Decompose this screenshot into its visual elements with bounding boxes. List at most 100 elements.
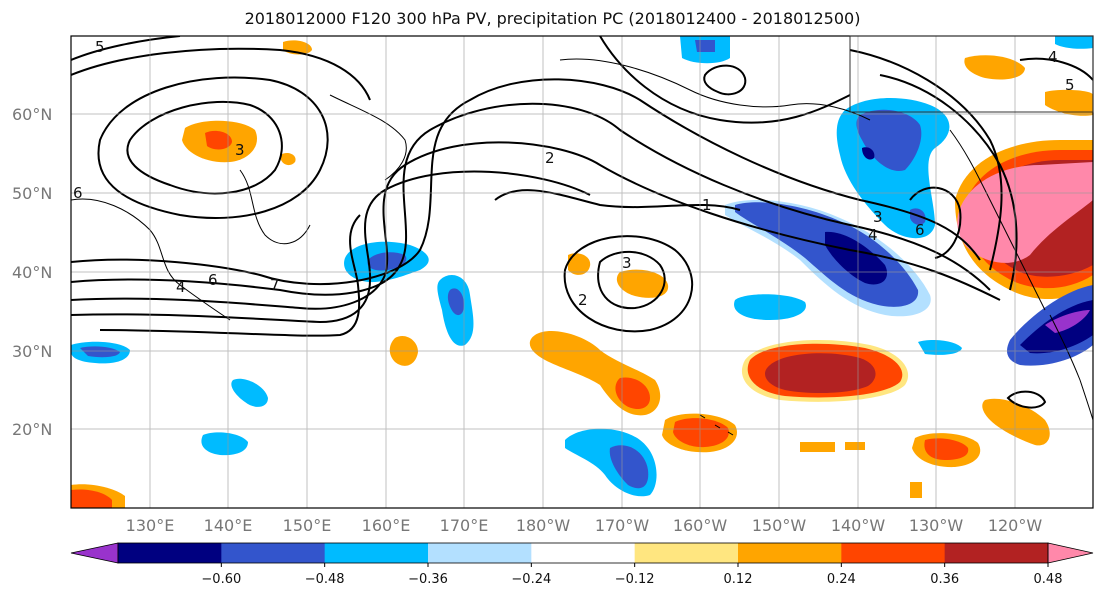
pv-contours [71,36,1093,409]
contour-label: 5 [95,38,105,56]
contour-label: 5 [1065,76,1075,94]
map-plot-area: 5 3 6 4 7 6 2 1 3 2 4 3 6 4 5 [70,35,1094,509]
pv-contour-gulf-ridge-2 [879,74,1018,291]
coastline-asia [71,94,407,321]
pv-contour-east-trough [909,186,962,259]
lat-label: 60°N [12,105,52,124]
precip-blob-145w-20n [800,442,835,452]
lat-label: 20°N [12,420,52,439]
colorbar-tick-label: −0.60 [201,572,241,587]
lat-label: 30°N [12,342,52,361]
precip-blob-kamchatka-red [205,130,232,150]
colorbar-tick-label: −0.48 [305,572,345,587]
precip-blob-ne-corner [964,55,1025,80]
lon-label: 140°W [831,516,886,535]
colorbar-segments [70,542,1094,564]
lon-label: 160°E [362,516,411,535]
colorbar-segment [531,543,636,563]
pv-contour-arctic-loop [703,64,747,96]
colorbar-segment [324,543,429,563]
colorbar-segment [944,543,1049,563]
lon-label: 170°E [440,516,489,535]
colorbar-frame [117,542,1049,564]
precip-blob-sw-corner-red [71,489,112,508]
pv-contour-arctic-top [599,36,851,124]
contour-label: 2 [578,291,588,309]
pv-contour-kamchatka-outer [97,76,329,219]
colorbar-segment [738,543,842,563]
contour-label: 3 [873,208,883,226]
colorbar-tick-label: −0.12 [615,572,655,587]
coastline-hawaii [699,414,734,436]
contour-label: 4 [1048,48,1058,66]
precip-blob-170w-40n [616,269,669,298]
colorbar-tick-label: 0.12 [724,572,753,587]
lon-label: 140°E [204,516,253,535]
colorbar: −0.60 −0.48 −0.36 −0.24 −0.12 0.12 0.24 0.36 0.4… [70,542,1094,587]
pv-contour-west-wave [71,36,181,61]
coastline-alaska [559,58,871,121]
colorbar-segment [634,543,739,563]
lon-label: 180°W [516,516,571,535]
contour-label: 7 [270,276,280,294]
lon-label: 130°E [126,516,175,535]
precip-blob-130w-20n-red [924,438,969,460]
precip-blob-150w-32n [734,294,806,320]
pv-contour-main-jet-4 [71,170,591,324]
lon-label: 170°W [595,516,650,535]
precip-blob-135w-12n [910,482,922,498]
pv-contour-gulf-ridge [849,49,1003,271]
precip-blob-150w-dark [765,353,876,394]
colorbar-arrow-low [70,542,119,564]
colorbar-segment [118,543,222,563]
precip-blob-gulf-alaska-navy [862,147,875,160]
coastline-mexico [1049,314,1093,421]
precip-blob-west-30n-blue [80,346,120,358]
contour-label: 1 [702,196,712,214]
precip-blob-north-cyan-blue [695,40,715,52]
precip-blob-140e-20n [201,432,248,456]
colorbar-segment [428,543,532,563]
pv-contour-170w-wave [494,189,741,211]
colorbar-tick-label: 0.36 [930,572,959,587]
longitude-axis: 130°E 140°E 150°E 160°E 170°E 180°W 170°… [126,516,1043,535]
colorbar-segment [221,543,326,563]
contour-label: 2 [545,149,555,167]
precip-positive-shading [71,40,1093,508]
pv-contour-170w-cutoff-inner [597,250,666,310]
pv-contour-northern-arc [71,47,371,101]
lat-label: 50°N [12,184,52,203]
precip-blob-175w-red [615,377,650,410]
gridlines [71,36,1093,508]
pv-contour-main-jet-5 [99,214,361,337]
precip-blob-152e-50n [280,152,296,166]
contour-label: 3 [235,141,245,159]
contour-label: 6 [73,184,83,202]
lat-label: 40°N [12,263,52,282]
colorbar-tick-label: 0.24 [827,572,856,587]
contour-label: 4 [868,226,878,244]
precip-blob-ne-corner-cyan [1055,36,1093,49]
lon-label: 120°W [988,516,1043,535]
lon-label: 150°E [283,516,332,535]
lon-label: 150°W [752,516,807,535]
lon-label: 130°W [909,516,964,535]
precip-blob-138e-25n [231,378,268,407]
precip-blob-170w-20n-blue [609,445,649,489]
colorbar-tick-label: −0.24 [511,572,551,587]
contour-label: 6 [208,271,218,289]
pv-contour-kamchatka-low [126,101,283,195]
precip-blob-140w-20n [845,442,865,450]
pv-contour-main-jet-2 [71,102,991,296]
map-title: 2018012000 F120 300 hPa PV, precipitatio… [244,9,861,28]
contour-labels: 5 3 6 4 7 6 2 1 3 2 4 3 6 4 5 [73,38,1075,309]
pv-contour-ne-corner [1019,57,1093,81]
precip-blob-145w-band-navy [825,231,888,285]
pv-contour-main-jet-3 [71,141,1001,310]
coastline-bc [949,129,1046,311]
contour-label: 6 [915,221,925,239]
colorbar-arrow-high [1047,542,1094,564]
contour-label: 3 [622,254,632,272]
colorbar-segment [841,543,946,563]
pv-contour-main-jet-1 [71,78,981,286]
